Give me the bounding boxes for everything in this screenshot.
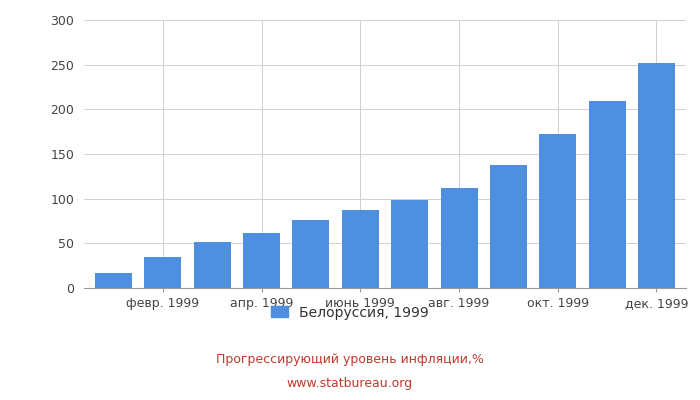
- Bar: [391, 200, 428, 288]
- Text: www.statbureau.org: www.statbureau.org: [287, 378, 413, 390]
- Text: Прогрессирующий уровень инфляции,%: Прогрессирующий уровень инфляции,%: [216, 354, 484, 366]
- Bar: [440, 188, 477, 288]
- Bar: [243, 233, 280, 288]
- Bar: [293, 220, 330, 288]
- Bar: [490, 165, 527, 288]
- Bar: [194, 242, 231, 288]
- Bar: [95, 273, 132, 288]
- Bar: [589, 101, 626, 288]
- Legend: Белоруссия, 1999: Белоруссия, 1999: [266, 300, 434, 325]
- Bar: [342, 210, 379, 288]
- Bar: [638, 63, 675, 288]
- Bar: [144, 257, 181, 288]
- Bar: [539, 134, 576, 288]
